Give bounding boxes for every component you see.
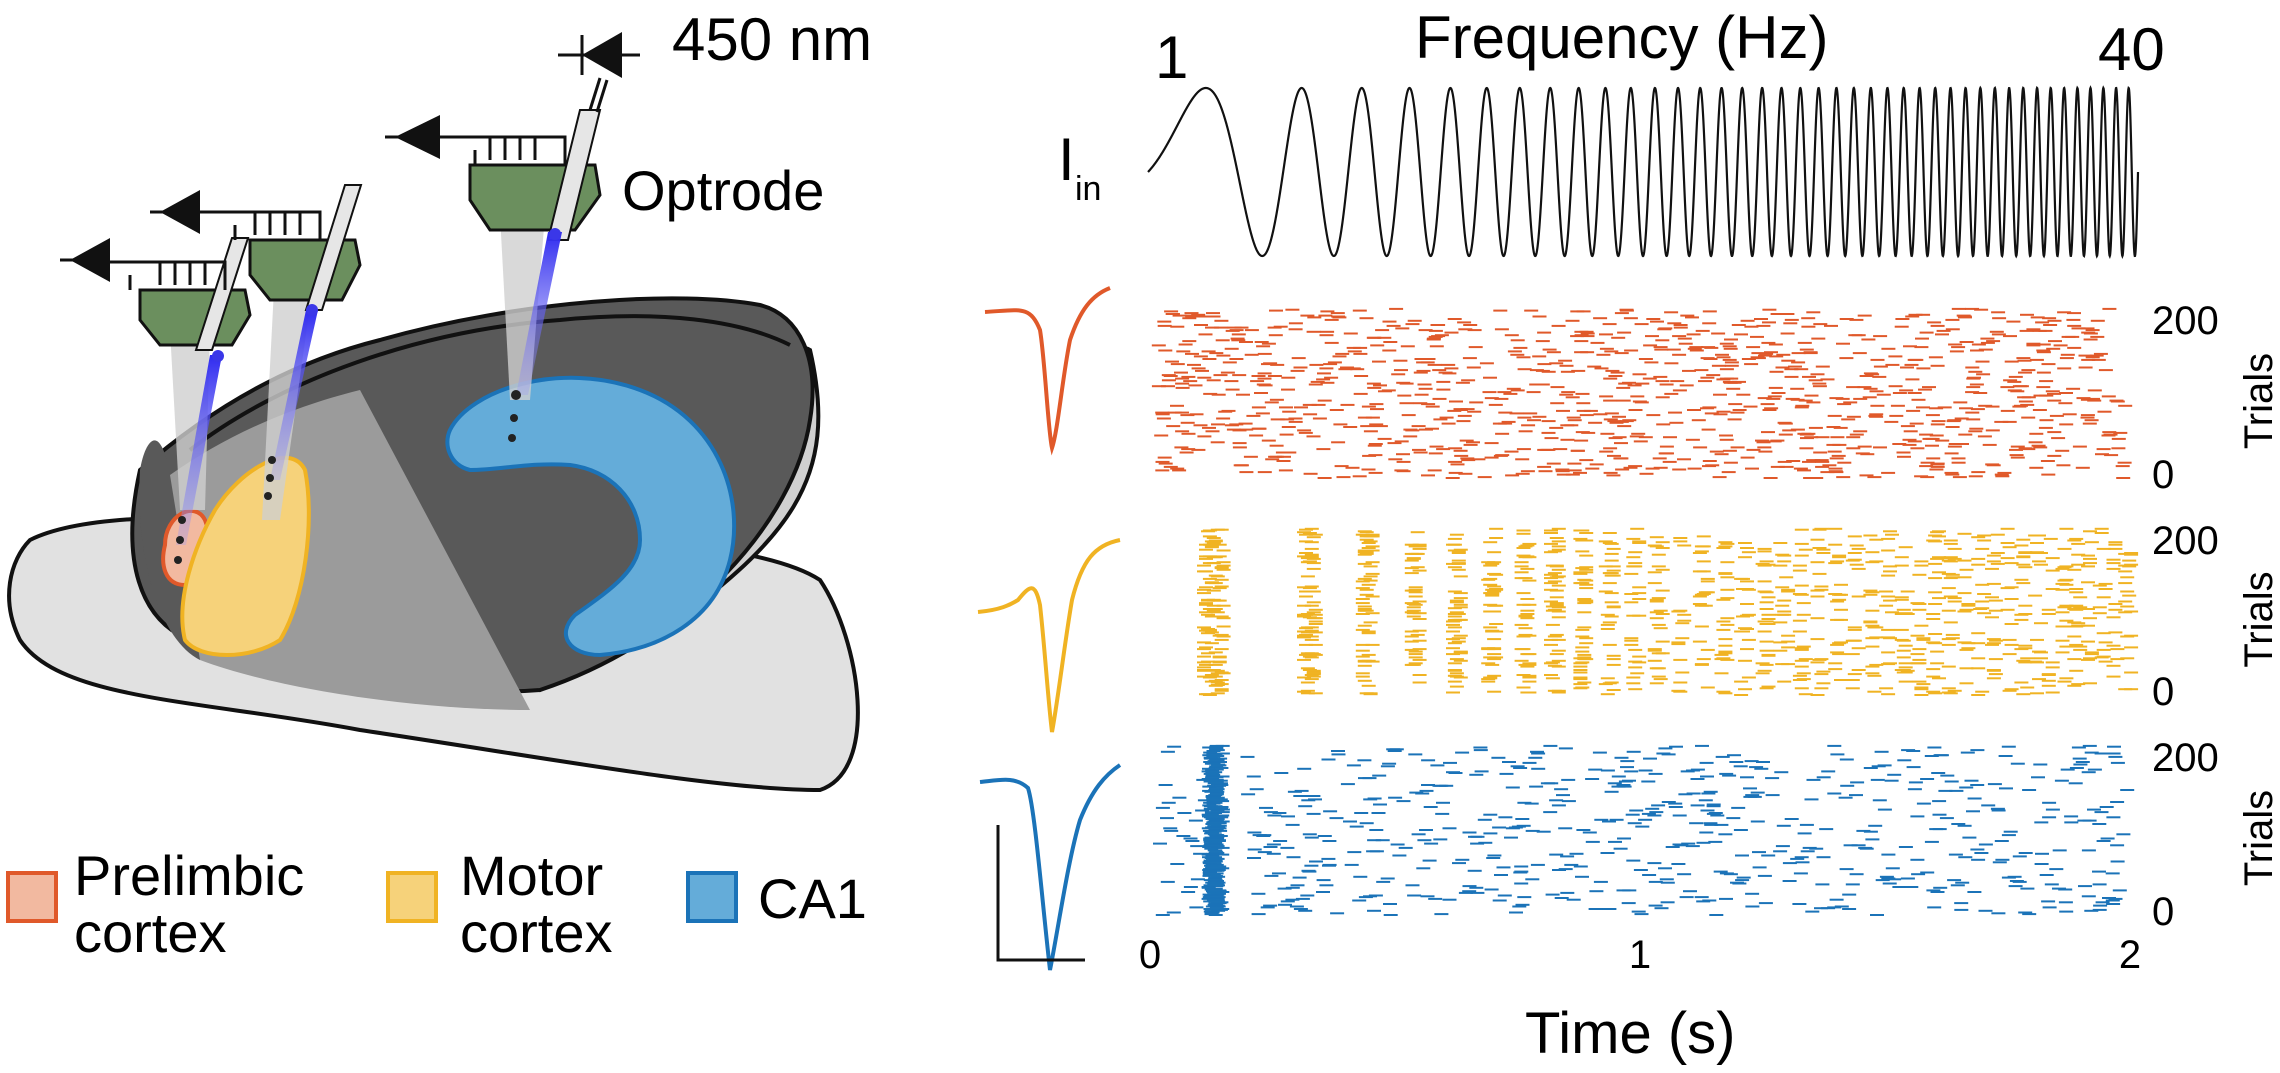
legend-label-prelimbic-line1: Prelimbic xyxy=(74,844,304,907)
legend-label-ca1: CA1 xyxy=(758,867,867,930)
headstage-1 xyxy=(138,288,252,347)
connector-2 xyxy=(150,210,322,240)
frequency-start-label: 1 xyxy=(1155,24,1188,91)
time-axis-title: Time (s) xyxy=(1525,1001,1735,1066)
y-tick-label: 200 xyxy=(2152,519,2219,563)
light-input-arrow xyxy=(582,32,622,78)
electrode-sites-2 xyxy=(264,456,276,500)
frequency-end-label: 40 xyxy=(2098,16,2165,83)
output-arrow-1 xyxy=(70,238,110,282)
x-tick-label: 0 xyxy=(1139,933,1161,977)
legend-swatch-prelimbic xyxy=(6,871,58,923)
output-arrow-2 xyxy=(160,190,200,234)
led-3 xyxy=(549,228,561,240)
raster-prelimbic xyxy=(1151,307,2133,479)
legend-swatch-ca1 xyxy=(686,871,738,923)
scale-bar xyxy=(996,825,1085,962)
probe-shaft-3 xyxy=(546,109,602,241)
light-beam-2 xyxy=(270,310,318,480)
probe-shaft-1 xyxy=(194,237,250,351)
legend-swatch-motor xyxy=(386,871,438,923)
region-ca1 xyxy=(445,375,737,658)
raster-panels: 200 0 Trials 200 0 Trials 200 0 Trials 0 1 2 Time (… xyxy=(977,286,2280,1066)
legend-label-prelimbic-line2: cortex xyxy=(74,901,227,964)
led-1 xyxy=(212,350,224,362)
led-2 xyxy=(306,304,318,316)
light-beam-3 xyxy=(516,232,562,395)
waveform-prelimbic xyxy=(984,286,1111,456)
raster-axes: 200 0 Trials 200 0 Trials 200 0 Trials 0 1 2 xyxy=(1139,299,2280,977)
y-tick-label: 200 xyxy=(2152,299,2219,343)
brain-illustration: 450 nm Optrode xyxy=(7,6,872,793)
electrode-sites-3 xyxy=(508,390,521,442)
y-axis-title: Trials xyxy=(2237,353,2280,449)
waveform-motor xyxy=(977,538,1121,733)
y-tick-label: 0 xyxy=(2152,670,2174,714)
optrode-3 xyxy=(385,32,640,442)
waveform-ca1 xyxy=(979,763,1122,971)
optrode-label: Optrode xyxy=(622,159,824,222)
y-axis-title: Trials xyxy=(2237,790,2280,886)
legend-label-motor-line2: cortex xyxy=(460,901,613,964)
legend-label-motor-line1: Motor xyxy=(460,844,603,907)
light-beam-1 xyxy=(176,355,222,545)
raster-motor xyxy=(1197,527,2139,696)
chirp-waveform xyxy=(1147,85,2140,260)
y-axis-title: Trials xyxy=(2237,571,2280,667)
headstage-2 xyxy=(248,238,362,302)
connector-3 xyxy=(385,135,567,165)
y-tick-label: 0 xyxy=(2152,890,2174,934)
x-tick-label: 1 xyxy=(1629,933,1651,977)
input-label: I xyxy=(1058,126,1075,193)
optrode-1 xyxy=(60,237,252,564)
probe-shaft-2 xyxy=(304,184,363,311)
x-tick-label: 2 xyxy=(2119,933,2141,977)
electrode-sites-1 xyxy=(174,516,186,564)
stimulus-panel: Frequency (Hz) 1 40 I in xyxy=(1058,4,2165,260)
optrode-2 xyxy=(150,184,363,520)
output-arrow-3 xyxy=(395,115,440,159)
y-tick-label: 0 xyxy=(2152,453,2174,497)
light-wavelength-label: 450 nm xyxy=(672,6,872,73)
frequency-title: Frequency (Hz) xyxy=(1415,4,1828,71)
raster-ca1 xyxy=(1153,744,2135,916)
input-subscript: in xyxy=(1075,170,1101,208)
y-tick-label: 200 xyxy=(2152,736,2219,780)
legend: Prelimbic cortex Motor cortex CA1 xyxy=(6,844,867,964)
